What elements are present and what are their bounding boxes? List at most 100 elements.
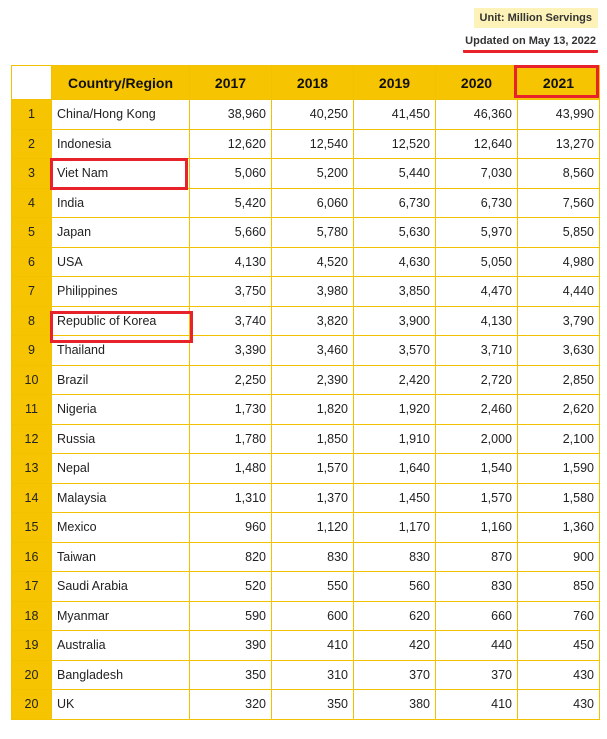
table-row: 11 Nigeria 1,730 1,820 1,920 2,460 2,620	[11, 394, 600, 425]
value-cell-2018: 350	[271, 689, 354, 720]
country-cell: India	[51, 187, 190, 218]
value-cell-2020: 1,570	[435, 482, 518, 513]
value-cell-2019: 830	[353, 541, 436, 572]
value-cell-2020: 1,160	[435, 512, 518, 543]
country-cell: Japan	[51, 217, 190, 248]
table-row: 2 Indonesia 12,620 12,540 12,520 12,640 13,270	[11, 128, 600, 159]
rank-cell: 20	[11, 689, 52, 720]
value-cell-2018: 6,060	[271, 187, 354, 218]
value-cell-2017: 5,060	[189, 158, 272, 189]
table-row: 12 Russia 1,780 1,850 1,910 2,000 2,100	[11, 423, 600, 454]
rank-cell: 11	[11, 394, 52, 425]
value-cell-2019: 5,630	[353, 217, 436, 248]
value-cell-2018: 1,120	[271, 512, 354, 543]
value-cell-2021: 13,270	[517, 128, 600, 159]
value-cell-2017: 2,250	[189, 364, 272, 395]
country-cell: Indonesia	[51, 128, 190, 159]
value-cell-2019: 380	[353, 689, 436, 720]
value-cell-2020: 5,970	[435, 217, 518, 248]
value-cell-2019: 1,910	[353, 423, 436, 454]
rank-cell: 6	[11, 246, 52, 277]
value-cell-2018: 830	[271, 541, 354, 572]
value-cell-2020: 660	[435, 600, 518, 631]
value-cell-2021: 7,560	[517, 187, 600, 218]
value-cell-2017: 3,740	[189, 305, 272, 336]
rank-cell: 3	[11, 158, 52, 189]
value-cell-2020: 6,730	[435, 187, 518, 218]
rank-cell: 17	[11, 571, 52, 602]
value-cell-2018: 1,570	[271, 453, 354, 484]
rank-cell: 4	[11, 187, 52, 218]
table-row: 17 Saudi Arabia 520 550 560 830 850	[11, 571, 600, 602]
value-cell-2020: 4,470	[435, 276, 518, 307]
value-cell-2019: 5,440	[353, 158, 436, 189]
value-cell-2020: 830	[435, 571, 518, 602]
table-row: 19 Australia 390 410 420 440 450	[11, 630, 600, 661]
rank-cell: 19	[11, 630, 52, 661]
value-cell-2021: 3,630	[517, 335, 600, 366]
rank-cell: 15	[11, 512, 52, 543]
table-row: 4 India 5,420 6,060 6,730 6,730 7,560	[11, 187, 600, 218]
value-cell-2019: 12,520	[353, 128, 436, 159]
value-cell-2019: 1,920	[353, 394, 436, 425]
rank-cell: 5	[11, 217, 52, 248]
country-cell: Brazil	[51, 364, 190, 395]
value-cell-2020: 370	[435, 659, 518, 690]
value-cell-2019: 1,640	[353, 453, 436, 484]
value-cell-2018: 1,370	[271, 482, 354, 513]
value-cell-2020: 2,720	[435, 364, 518, 395]
table-header-row: Country/Region 2017 2018 2019 2020 2021	[11, 65, 600, 100]
value-cell-2019: 41,450	[353, 99, 436, 130]
value-cell-2017: 5,420	[189, 187, 272, 218]
country-cell: Russia	[51, 423, 190, 454]
value-cell-2021: 900	[517, 541, 600, 572]
value-cell-2021: 2,100	[517, 423, 600, 454]
rank-cell: 12	[11, 423, 52, 454]
table-row: 3 Viet Nam 5,060 5,200 5,440 7,030 8,560	[11, 158, 600, 189]
value-cell-2018: 410	[271, 630, 354, 661]
value-cell-2018: 40,250	[271, 99, 354, 130]
value-cell-2021: 8,560	[517, 158, 600, 189]
country-cell: Viet Nam	[51, 158, 190, 189]
value-cell-2017: 1,480	[189, 453, 272, 484]
country-cell: Saudi Arabia	[51, 571, 190, 602]
value-cell-2019: 3,850	[353, 276, 436, 307]
value-cell-2018: 3,820	[271, 305, 354, 336]
country-cell: Nigeria	[51, 394, 190, 425]
value-cell-2017: 960	[189, 512, 272, 543]
value-cell-2020: 2,460	[435, 394, 518, 425]
value-cell-2019: 3,570	[353, 335, 436, 366]
value-cell-2019: 620	[353, 600, 436, 631]
value-cell-2021: 2,620	[517, 394, 600, 425]
value-cell-2020: 2,000	[435, 423, 518, 454]
country-cell: Nepal	[51, 453, 190, 484]
value-cell-2018: 3,980	[271, 276, 354, 307]
value-cell-2020: 5,050	[435, 246, 518, 277]
value-cell-2021: 4,980	[517, 246, 600, 277]
value-cell-2021: 450	[517, 630, 600, 661]
value-cell-2020: 7,030	[435, 158, 518, 189]
value-cell-2017: 12,620	[189, 128, 272, 159]
value-cell-2018: 550	[271, 571, 354, 602]
rank-cell: 10	[11, 364, 52, 395]
value-cell-2017: 520	[189, 571, 272, 602]
value-cell-2018: 600	[271, 600, 354, 631]
rank-cell: 8	[11, 305, 52, 336]
value-cell-2017: 590	[189, 600, 272, 631]
value-cell-2017: 1,780	[189, 423, 272, 454]
value-cell-2021: 430	[517, 659, 600, 690]
value-cell-2018: 2,390	[271, 364, 354, 395]
rank-cell: 7	[11, 276, 52, 307]
table-row: 18 Myanmar 590 600 620 660 760	[11, 600, 600, 631]
rank-cell: 9	[11, 335, 52, 366]
value-cell-2019: 1,450	[353, 482, 436, 513]
table-row: 20 UK 320 350 380 410 430	[11, 689, 600, 720]
value-cell-2017: 3,390	[189, 335, 272, 366]
country-cell: China/Hong Kong	[51, 99, 190, 130]
column-header-2017: 2017	[189, 65, 272, 100]
table-row: 16 Taiwan 820 830 830 870 900	[11, 541, 600, 572]
value-cell-2020: 440	[435, 630, 518, 661]
value-cell-2018: 1,820	[271, 394, 354, 425]
table-row: 1 China/Hong Kong 38,960 40,250 41,450 46,360…	[11, 99, 600, 130]
value-cell-2020: 1,540	[435, 453, 518, 484]
